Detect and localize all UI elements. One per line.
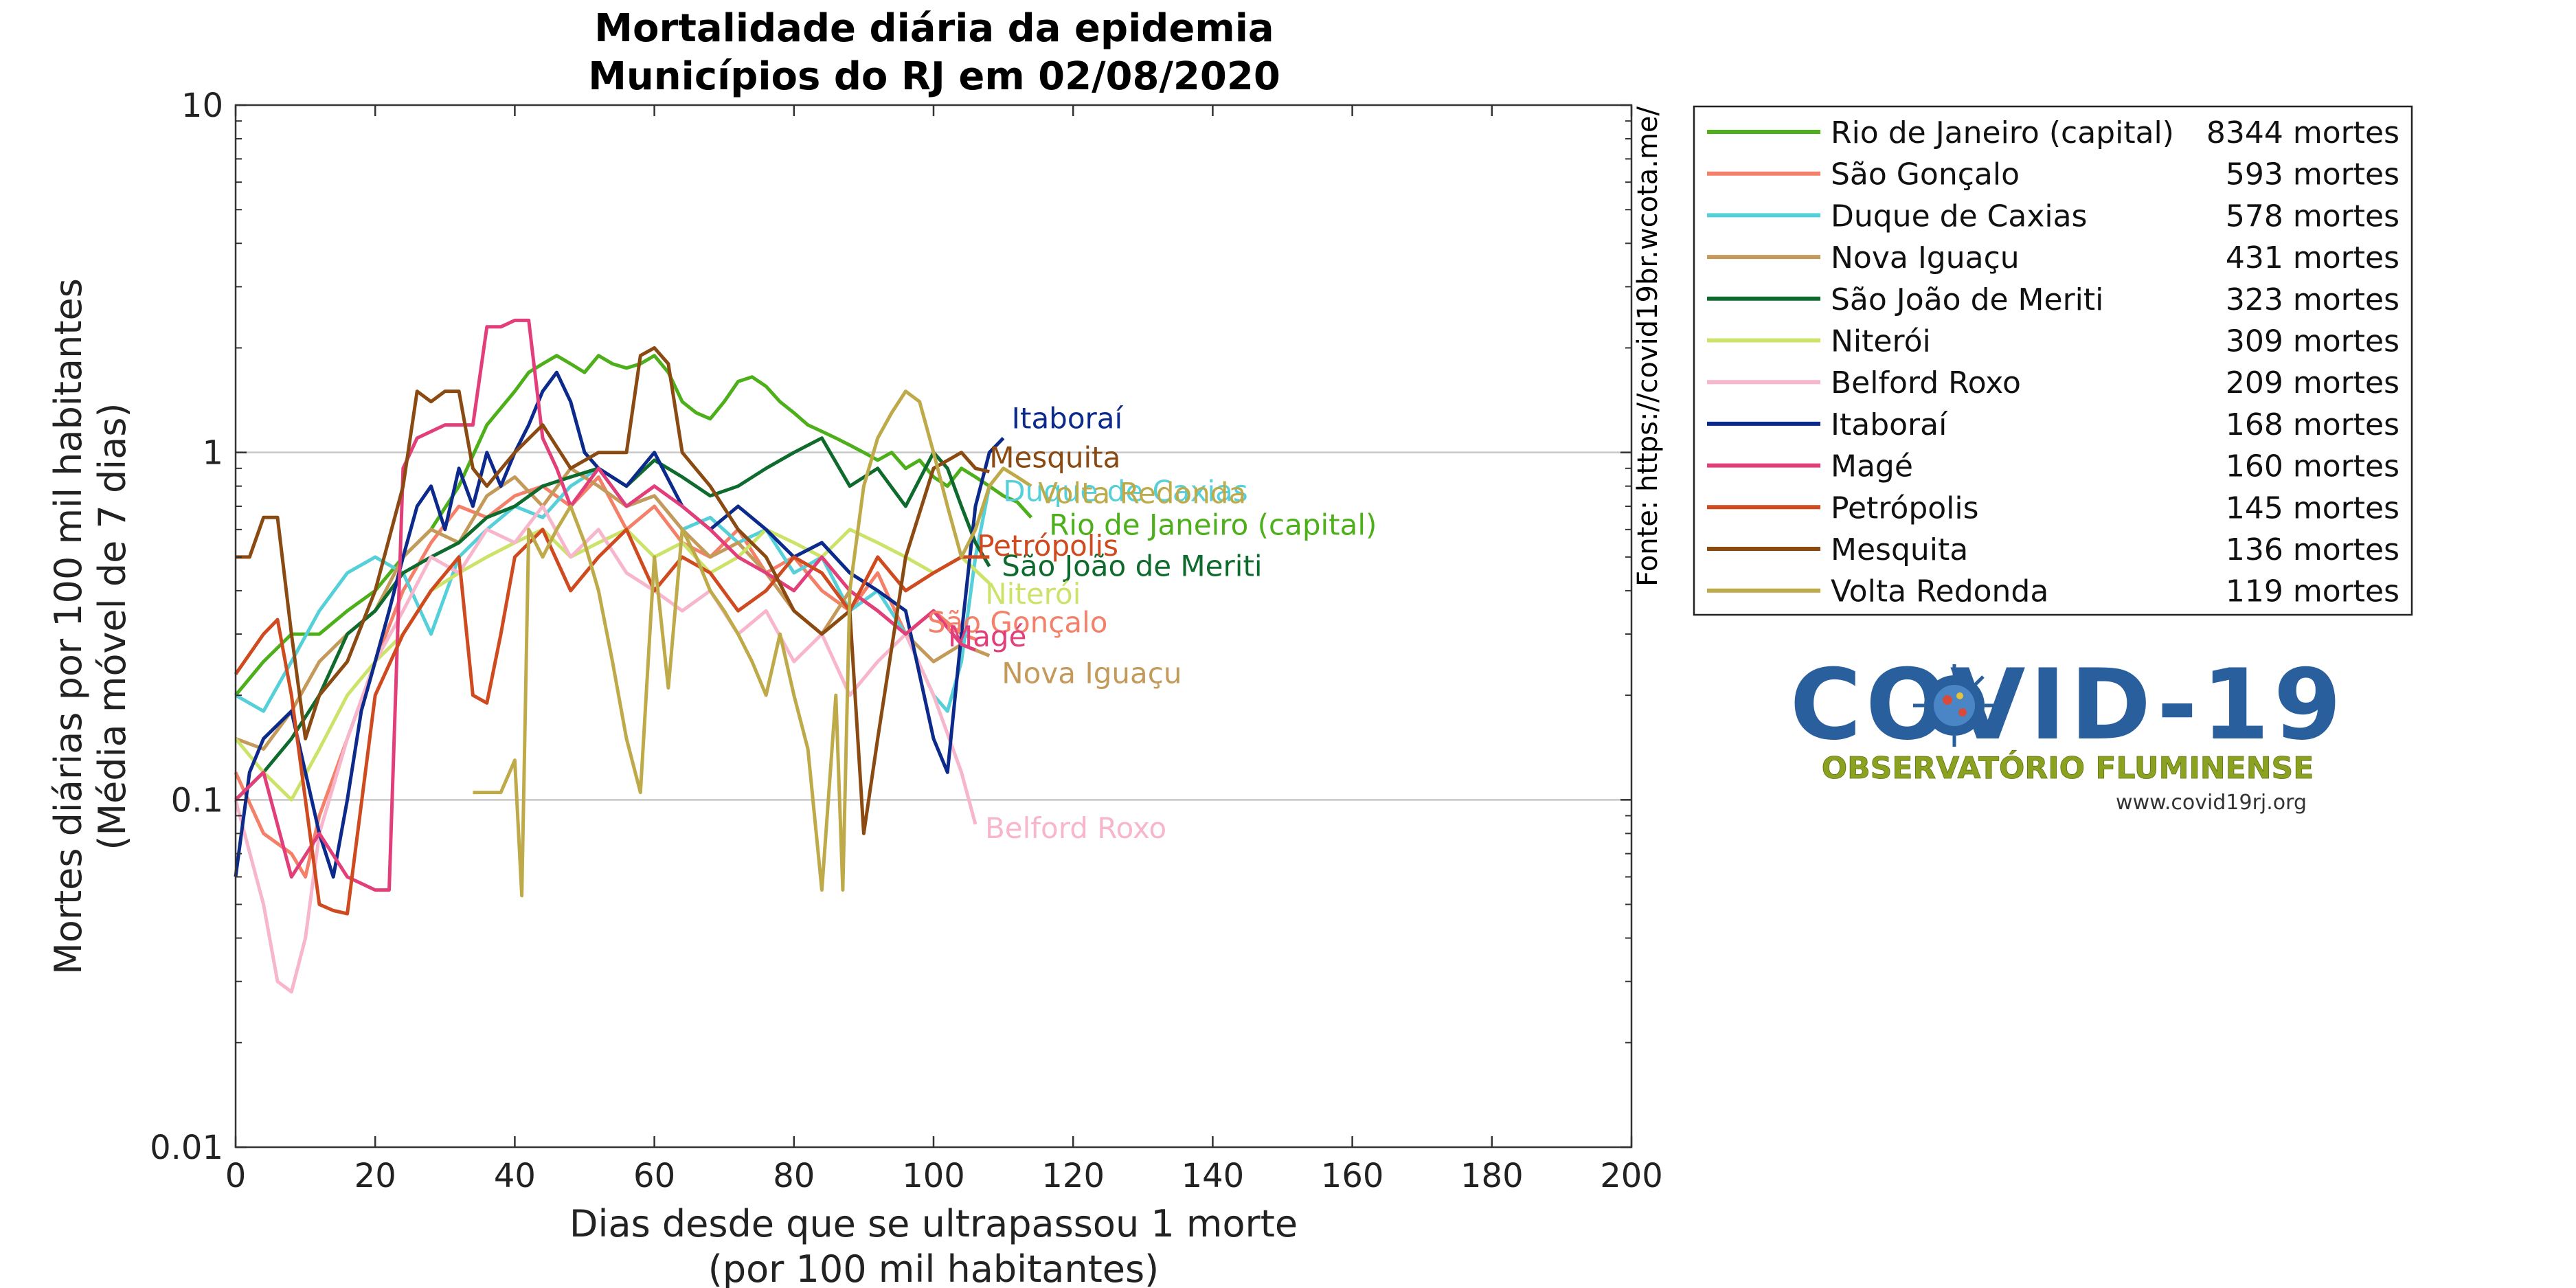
axis-ticks: 0 20 40 60 80 100 120 140 160 180 200 0.01 0.1 1 10	[150, 87, 1663, 1195]
chart-title-line2: Municípios do RJ em 02/08/2020	[588, 54, 1280, 99]
y-tick-label: 0.01	[150, 1129, 223, 1167]
end-label: Niterói	[985, 577, 1081, 611]
logo-url: www.covid19rj.org	[2116, 791, 2307, 815]
series-line-10	[236, 346, 990, 835]
end-label: Rio de Janeiro (capital)	[1049, 508, 1377, 541]
end-label: Nova Iguaçu	[1002, 656, 1182, 690]
x-tick-label: 180	[1460, 1157, 1524, 1195]
legend-series-name: Petrópolis	[1831, 490, 1979, 526]
legend-series-name: Belford Roxo	[1831, 365, 2021, 400]
end-label: Volta Redonda	[1038, 477, 1246, 510]
legend-deaths: 593 mortes	[2226, 157, 2399, 192]
x-axis-label-line2: (por 100 mil habitantes)	[708, 1247, 1159, 1288]
x-axis-label-line1: Dias desde que se ultrapassou 1 morte	[569, 1202, 1298, 1245]
legend-deaths: 309 mortes	[2226, 324, 2399, 359]
x-tick-label: 20	[354, 1157, 396, 1195]
legend-deaths: 431 mortes	[2226, 240, 2399, 275]
legend-series-name: São Gonçalo	[1831, 157, 2020, 192]
y-tick-label: 1	[202, 434, 223, 473]
x-tick-label: 60	[633, 1157, 675, 1195]
x-tick-label: 140	[1182, 1157, 1245, 1195]
end-label: Duque de Caxias	[1003, 475, 1248, 508]
legend-series-name: Volta Redonda	[1831, 574, 2048, 609]
series-line-7	[234, 370, 1005, 879]
legend-deaths: 209 mortes	[2226, 365, 2399, 400]
logo-word: COVID-19	[1790, 648, 2346, 762]
x-tick-label: 120	[1041, 1157, 1105, 1195]
logo-subtitle: OBSERVATÓRIO FLUMINENSE	[1822, 749, 2314, 786]
x-tick-label: 40	[494, 1157, 536, 1195]
end-label: São João de Meriti	[1002, 549, 1262, 583]
y-axis-label-line1: Mortes diárias por 100 mil habitantes	[47, 278, 90, 975]
legend-series-name: Rio de Janeiro (capital)	[1831, 115, 2174, 150]
legend-series-name: Niterói	[1831, 324, 1931, 359]
virus-icon	[1913, 664, 1996, 747]
legend-series-name: Mesquita	[1831, 532, 1968, 567]
series-line-9	[234, 528, 990, 916]
legend-deaths: 168 mortes	[2226, 407, 2399, 442]
legend-series-name: Duque de Caxias	[1831, 199, 2087, 234]
legend-deaths: 119 mortes	[2226, 574, 2399, 609]
y-tick-label: 0.1	[171, 781, 223, 820]
x-tick-label: 160	[1321, 1157, 1384, 1195]
end-label: Mesquita	[989, 441, 1120, 475]
series-line-5	[234, 528, 991, 802]
legend-series-name: Itaboraí	[1831, 407, 1948, 442]
legend-deaths: 323 mortes	[2226, 282, 2399, 317]
x-tick-label: 0	[225, 1157, 247, 1195]
legend-deaths: 145 mortes	[2226, 490, 2399, 526]
legend-series-name: Nova Iguaçu	[1831, 240, 2020, 275]
series-line-11	[473, 389, 1032, 898]
legend-deaths: 578 mortes	[2226, 199, 2399, 234]
y-axis-label-line2: (Média móvel de 7 dias)	[91, 403, 134, 850]
legend-deaths: 160 mortes	[2226, 449, 2399, 484]
legend-deaths: 8344 mortes	[2206, 115, 2399, 150]
end-label: Itaboraí	[1012, 402, 1124, 436]
series-lines	[234, 318, 1033, 994]
legend-deaths: 136 mortes	[2226, 532, 2399, 567]
legend-box	[1693, 105, 2413, 616]
series-line-4	[234, 436, 991, 802]
end-label: Magé	[948, 620, 1026, 653]
logo: COVID-19 OBSERVATÓRIO FLUMINENSE www.cov…	[1790, 648, 2346, 815]
chart-title-line1: Mortalidade diária da epidemia	[594, 6, 1274, 51]
legend-series-name: Magé	[1831, 449, 1913, 484]
x-tick-label: 80	[773, 1157, 815, 1195]
source-note: Fonte: https://covid19br.wcota.me/	[1632, 106, 1664, 586]
series-line-8	[234, 318, 976, 892]
x-tick-label: 100	[902, 1157, 965, 1195]
x-tick-label: 200	[1600, 1157, 1663, 1195]
y-tick-label: 10	[181, 87, 223, 125]
end-label: Petrópolis	[977, 529, 1118, 563]
legend-series-name: São João de Meriti	[1831, 282, 2103, 317]
end-label: São Gonçalo	[927, 606, 1108, 640]
end-labels: Rio de Janeiro (capital) São Gonçalo Duque…	[927, 402, 1377, 845]
legend: Rio de Janeiro (capital) 8344 mortes São G…	[1693, 105, 2413, 616]
end-label: Belford Roxo	[985, 811, 1166, 845]
